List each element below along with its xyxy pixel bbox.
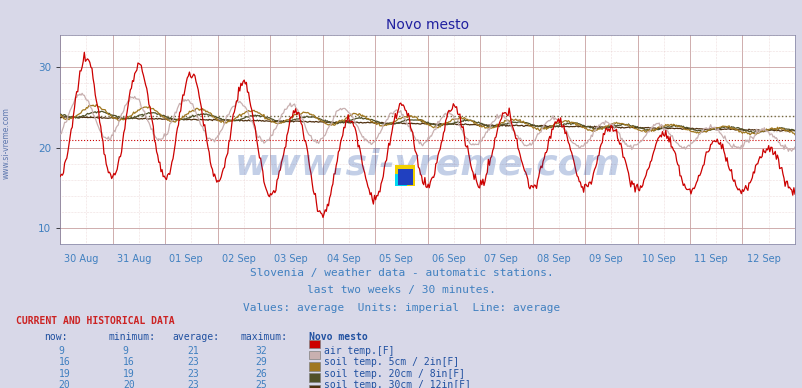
Text: 03 Sep: 03 Sep — [274, 254, 308, 264]
Text: 01 Sep: 01 Sep — [169, 254, 203, 264]
Text: 23: 23 — [187, 380, 199, 388]
Text: 31 Aug: 31 Aug — [117, 254, 151, 264]
Text: 30 Aug: 30 Aug — [64, 254, 99, 264]
Text: 19: 19 — [123, 369, 135, 379]
Bar — [397, 169, 412, 185]
Text: www.si-vreme.com: www.si-vreme.com — [234, 148, 620, 182]
Text: 20: 20 — [59, 380, 71, 388]
Text: CURRENT AND HISTORICAL DATA: CURRENT AND HISTORICAL DATA — [16, 316, 175, 326]
Text: 06 Sep: 06 Sep — [431, 254, 465, 264]
Text: air temp.[F]: air temp.[F] — [324, 346, 395, 356]
Text: Slovenia / weather data - automatic stations.: Slovenia / weather data - automatic stat… — [249, 268, 553, 278]
Bar — [394, 165, 415, 186]
Bar — [394, 174, 407, 186]
Title: Novo mesto: Novo mesto — [386, 18, 468, 32]
Text: soil temp. 30cm / 12in[F]: soil temp. 30cm / 12in[F] — [324, 380, 471, 388]
Text: 25: 25 — [255, 380, 267, 388]
Text: last two weeks / 30 minutes.: last two weeks / 30 minutes. — [306, 285, 496, 295]
Text: 04 Sep: 04 Sep — [326, 254, 360, 264]
Text: www.si-vreme.com: www.si-vreme.com — [2, 107, 11, 180]
Text: soil temp. 20cm / 8in[F]: soil temp. 20cm / 8in[F] — [324, 369, 465, 379]
Text: 23: 23 — [187, 357, 199, 367]
Text: 05 Sep: 05 Sep — [379, 254, 413, 264]
Text: 23: 23 — [187, 369, 199, 379]
Text: 09 Sep: 09 Sep — [589, 254, 622, 264]
Text: soil temp. 5cm / 2in[F]: soil temp. 5cm / 2in[F] — [324, 357, 459, 367]
Text: average:: average: — [172, 332, 220, 342]
Text: 19: 19 — [59, 369, 71, 379]
Text: 16: 16 — [59, 357, 71, 367]
Text: maximum:: maximum: — [241, 332, 288, 342]
Text: now:: now: — [44, 332, 67, 342]
Text: 26: 26 — [255, 369, 267, 379]
Text: Novo mesto: Novo mesto — [309, 332, 367, 342]
Text: 9: 9 — [59, 346, 64, 356]
Text: 12 Sep: 12 Sep — [746, 254, 780, 264]
Text: Values: average  Units: imperial  Line: average: Values: average Units: imperial Line: av… — [242, 303, 560, 313]
Text: 20: 20 — [123, 380, 135, 388]
Text: 9: 9 — [123, 346, 128, 356]
Text: 11 Sep: 11 Sep — [694, 254, 727, 264]
Text: 02 Sep: 02 Sep — [221, 254, 255, 264]
Text: 08 Sep: 08 Sep — [536, 254, 569, 264]
Text: 21: 21 — [187, 346, 199, 356]
Text: 07 Sep: 07 Sep — [484, 254, 517, 264]
Text: 10 Sep: 10 Sep — [641, 254, 674, 264]
Text: 32: 32 — [255, 346, 267, 356]
Text: minimum:: minimum: — [108, 332, 156, 342]
Text: 16: 16 — [123, 357, 135, 367]
Text: 29: 29 — [255, 357, 267, 367]
